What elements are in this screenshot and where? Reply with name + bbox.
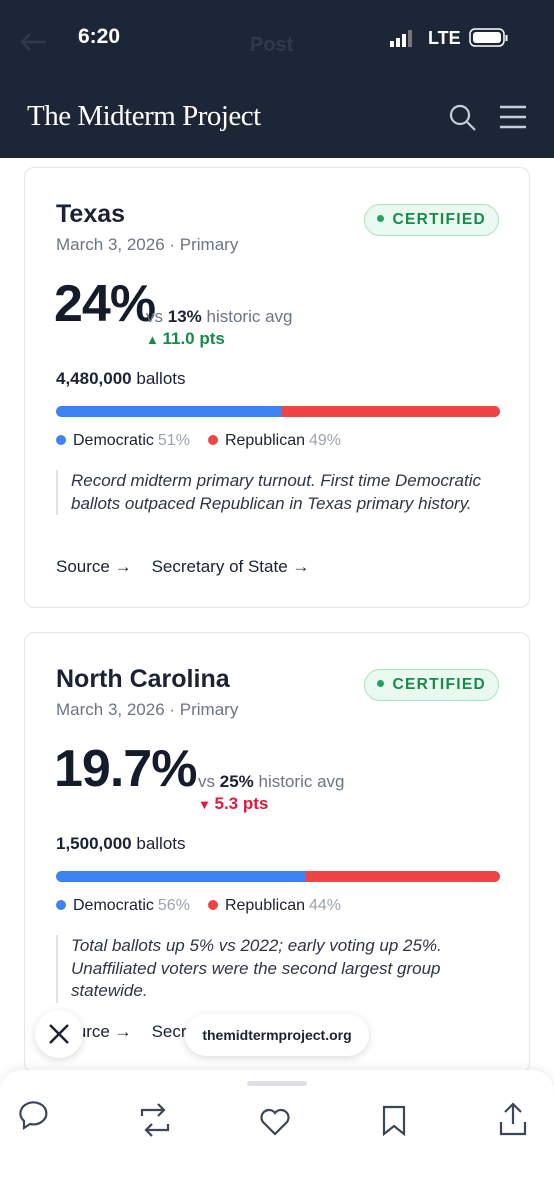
change: ▼ 5.3 pts xyxy=(198,794,268,814)
party-bar xyxy=(56,871,500,882)
change-arrow: ▲ xyxy=(146,332,163,347)
ballot-count: 1,500,000 xyxy=(56,834,132,853)
page-title: Post xyxy=(250,34,294,56)
back-icon[interactable] xyxy=(18,32,48,52)
comparison: vs 25% historic avg xyxy=(198,772,344,792)
comparison-value: 25% xyxy=(219,772,254,791)
link[interactable]: Source → xyxy=(56,557,132,576)
repost-icon[interactable] xyxy=(140,1103,170,1137)
legend-label: Republican xyxy=(224,432,305,449)
state-name: North Carolina xyxy=(56,665,230,693)
bookmark-icon[interactable] xyxy=(382,1105,406,1137)
state-card: North Carolina CERTIFIED March 3, 2026 · P… xyxy=(24,632,530,1073)
state-card: Texas CERTIFIED March 3, 2026 · Primary 24%… xyxy=(24,167,530,608)
legend-value: 44% xyxy=(309,897,342,914)
comparison-prefix: vs xyxy=(146,307,163,326)
turnout: 19.7% xyxy=(54,740,197,798)
legend-label: Democratic xyxy=(73,432,154,449)
democratic-segment xyxy=(56,871,305,882)
comparison-suffix: historic avg xyxy=(206,307,293,326)
signal-icon xyxy=(390,30,412,47)
legend-label: Democratic xyxy=(73,897,154,914)
status-badge: CERTIFIED xyxy=(364,669,499,701)
legend-dot xyxy=(207,900,218,910)
share-icon[interactable] xyxy=(499,1102,527,1136)
legend-dot xyxy=(56,435,66,445)
legend-label: Republican xyxy=(224,897,305,914)
comparison-suffix: historic avg xyxy=(258,772,345,791)
ballots: 4,480,000 ballots xyxy=(56,369,186,389)
action-icons xyxy=(19,1101,527,1137)
legend-item: Republican 49% xyxy=(207,432,342,450)
reply-icon[interactable] xyxy=(19,1101,48,1131)
time: 6:20 xyxy=(78,25,121,48)
comparison-value: 13% xyxy=(167,307,202,326)
legend-item: Democratic 51% xyxy=(56,432,190,450)
change: ▲ 11.0 pts xyxy=(146,329,225,349)
change-arrow: ▼ xyxy=(198,797,215,812)
legend-value: 51% xyxy=(157,432,190,449)
url-toast[interactable]: themidtermproject.org xyxy=(185,1014,369,1056)
date: March 3, 2026 · Primary xyxy=(56,235,239,254)
democratic-segment xyxy=(56,406,283,417)
change-text: 5.3 pts xyxy=(214,794,269,813)
legend-dot xyxy=(207,435,218,445)
network: LTE xyxy=(428,28,461,48)
ballot-label: ballots xyxy=(136,834,186,853)
links: Source → Secretary of State → xyxy=(56,557,309,577)
legend-value: 49% xyxy=(309,432,342,449)
close-button[interactable] xyxy=(35,1010,83,1058)
note: Total ballots up 5% vs 2022; early votin… xyxy=(56,935,502,1003)
comparison: vs 13% historic avg xyxy=(146,307,292,327)
note: Record midterm primary turnout. First ti… xyxy=(56,470,502,515)
ballot-count: 4,480,000 xyxy=(56,369,132,388)
ballot-label: ballots xyxy=(136,369,186,388)
legend: Democratic 56% Republican 44% xyxy=(56,897,341,915)
turnout: 24% xyxy=(54,275,156,333)
battery-icon xyxy=(469,28,508,47)
sheet-handle xyxy=(247,1081,307,1086)
legend-item: Democratic 56% xyxy=(56,897,190,915)
link[interactable]: Secretary of State → xyxy=(151,557,310,576)
legend-value: 56% xyxy=(157,897,190,914)
comparison-prefix: vs xyxy=(198,772,215,791)
action-bar xyxy=(0,1070,554,1199)
republican-segment xyxy=(282,406,500,417)
state-name: Texas xyxy=(56,200,126,228)
search-icon[interactable] xyxy=(448,103,478,133)
republican-segment xyxy=(304,871,500,882)
date: March 3, 2026 · Primary xyxy=(56,700,239,719)
status-badge: CERTIFIED xyxy=(364,204,499,236)
change-text: 11.0 pts xyxy=(162,329,225,348)
logo[interactable]: The Midterm Project xyxy=(27,100,261,132)
like-icon[interactable] xyxy=(260,1108,290,1136)
party-bar xyxy=(56,406,500,417)
ballots: 1,500,000 ballots xyxy=(56,834,186,854)
top-bar: 6:20 Post LTE The Midterm Project xyxy=(0,0,554,158)
legend-dot xyxy=(56,900,66,910)
menu-icon[interactable] xyxy=(498,104,528,130)
legend: Democratic 51% Republican 49% xyxy=(56,432,341,450)
legend-item: Republican 44% xyxy=(207,897,342,915)
